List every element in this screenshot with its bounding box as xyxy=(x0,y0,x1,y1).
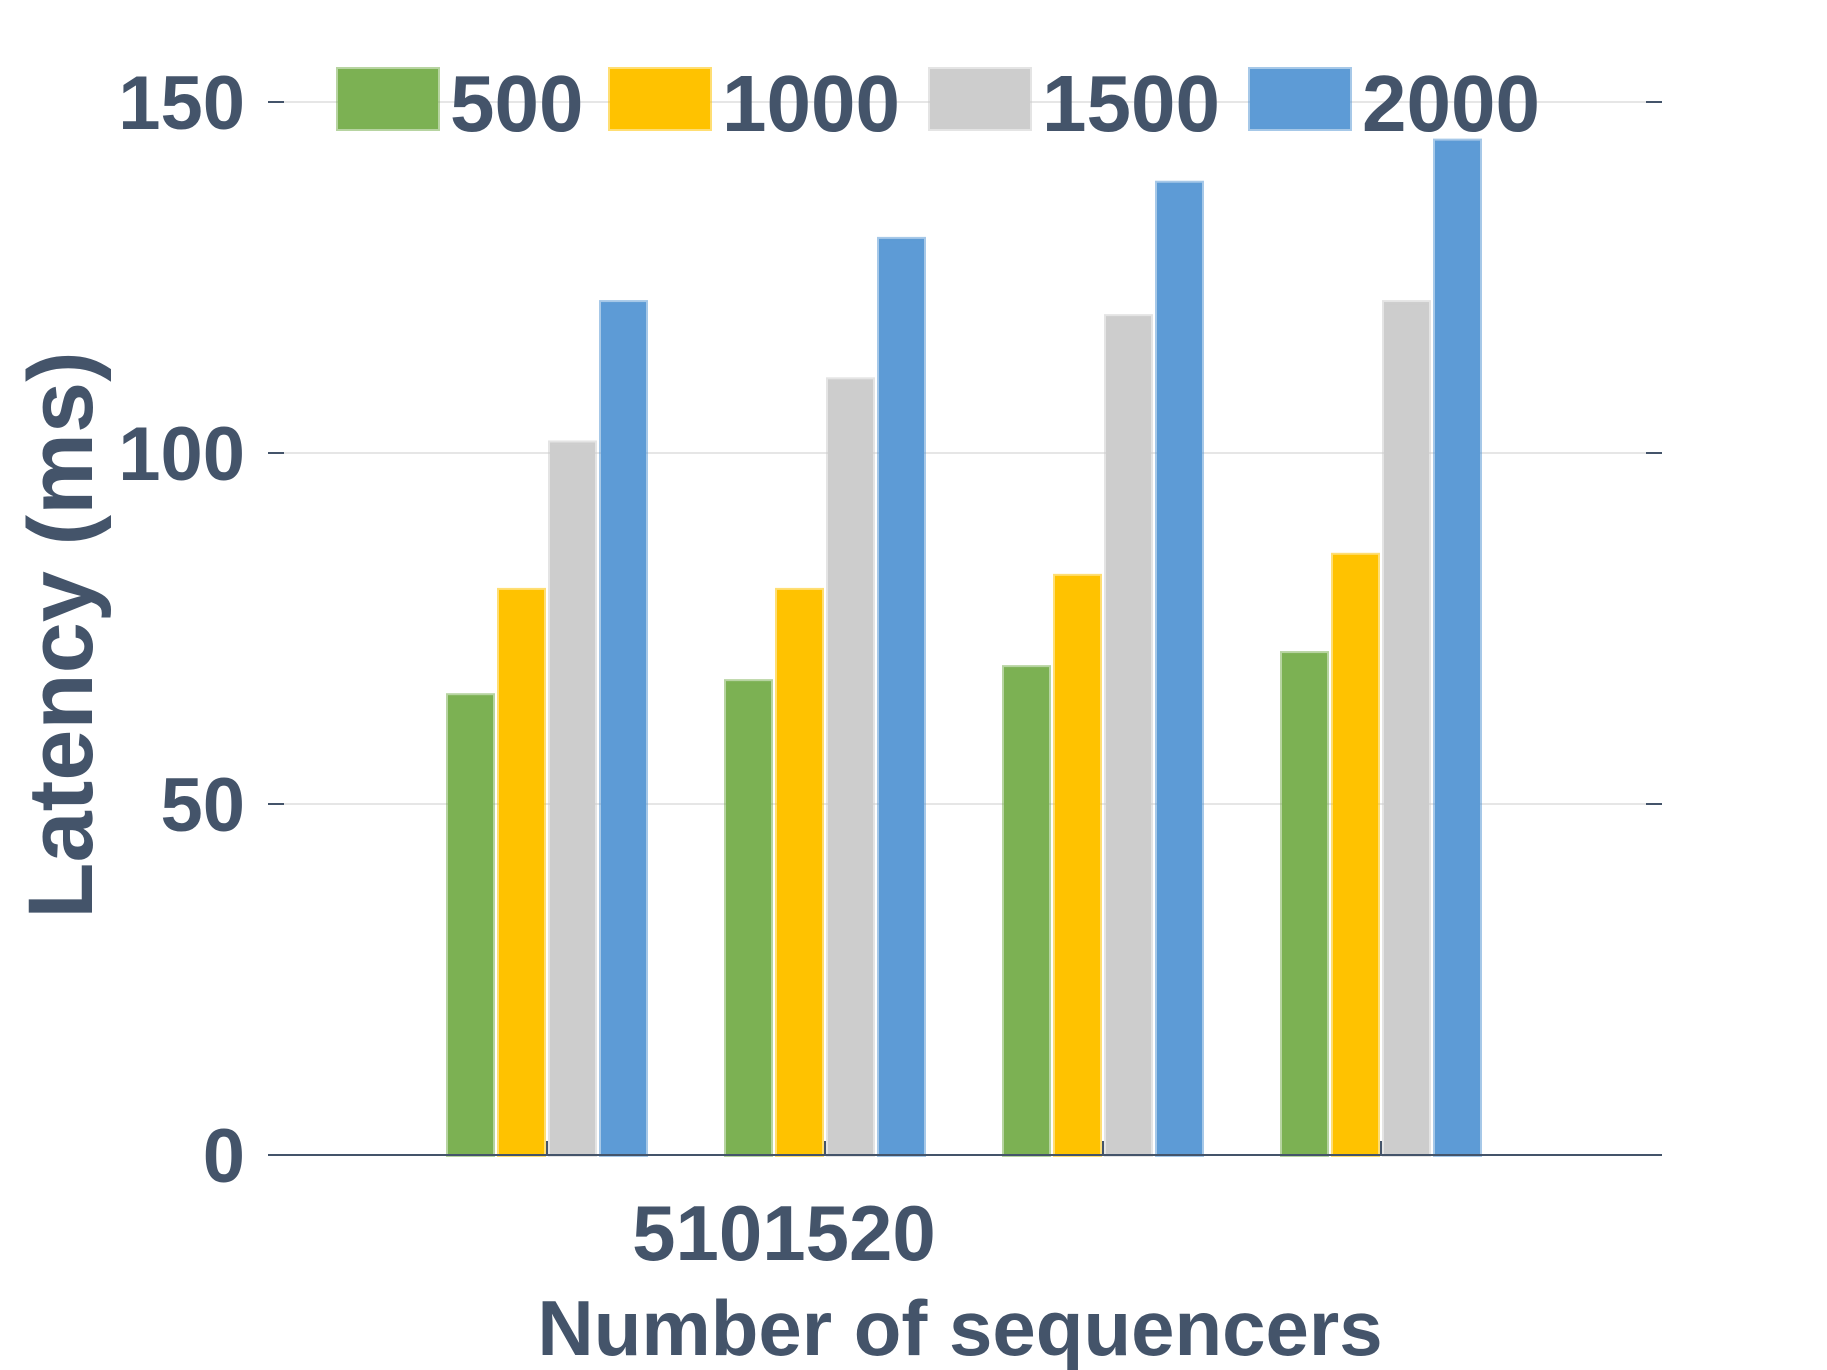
bar-2000-5 xyxy=(599,300,648,1157)
legend: 500 1000 1500 2000 xyxy=(336,59,1540,148)
bar-1500-15 xyxy=(1104,314,1153,1157)
bar-500-5 xyxy=(446,693,495,1157)
legend-label-2000: 2000 xyxy=(1362,59,1540,148)
bar-1500-10 xyxy=(826,377,875,1158)
x-axis-title: Number of sequencers xyxy=(537,1284,1382,1370)
bars xyxy=(446,138,1482,1158)
legend-label-500: 500 xyxy=(450,59,583,148)
bar-1000-20 xyxy=(1331,552,1380,1157)
bar-2000-20 xyxy=(1433,138,1482,1158)
y-tick-label: 50 xyxy=(160,763,245,848)
legend-swatch-1000 xyxy=(608,67,712,131)
legend-label-1000: 1000 xyxy=(722,59,900,148)
bar-500-10 xyxy=(724,679,773,1158)
legend-swatch-500 xyxy=(336,67,440,131)
bar-2000-10 xyxy=(877,236,926,1157)
bar-1500-20 xyxy=(1382,300,1431,1157)
y-axis-title: Latency (ms) xyxy=(10,351,112,919)
bar-2000-15 xyxy=(1155,180,1204,1158)
legend-swatch-1500 xyxy=(928,67,1032,131)
legend-label-1500: 1500 xyxy=(1042,59,1220,148)
y-tick-labels: 0 50 100 150 xyxy=(118,61,245,1199)
axes xyxy=(268,101,1662,1156)
y-tick-label: 150 xyxy=(118,61,245,146)
x-tick-labels: 5101520 xyxy=(632,1189,936,1277)
bar-1000-5 xyxy=(497,587,546,1157)
legend-swatch-2000 xyxy=(1248,67,1352,131)
bar-1500-5 xyxy=(548,440,597,1158)
bar-1000-15 xyxy=(1053,573,1102,1157)
y-tick-label: 100 xyxy=(118,412,245,497)
bar-500-20 xyxy=(1280,651,1329,1157)
y-tick-label: 0 xyxy=(203,1114,245,1199)
bar-500-15 xyxy=(1002,665,1051,1157)
bar-1000-10 xyxy=(775,587,824,1157)
